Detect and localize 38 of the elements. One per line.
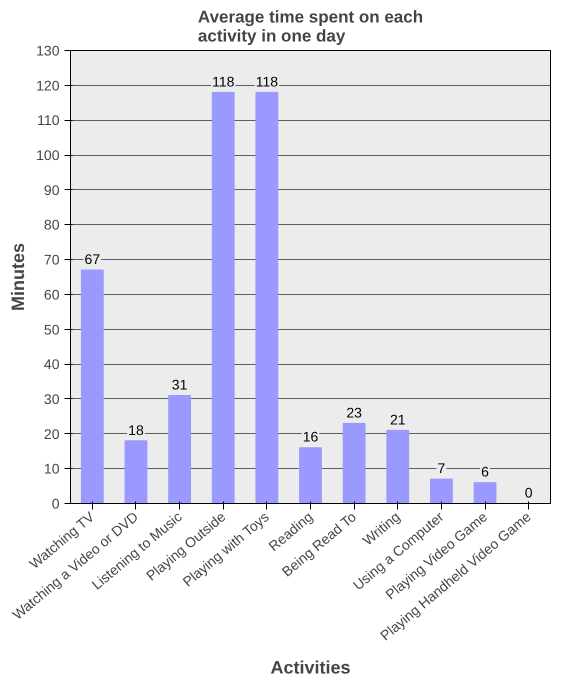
y-tick-label: 20 [44,426,60,442]
y-tick-label: 10 [44,460,60,477]
data-label: 31 [172,376,188,392]
y-tick-label: 110 [37,112,60,128]
data-label: 7 [438,460,446,476]
data-label: 118 [212,73,235,90]
bar [255,92,278,504]
y-tick-label: 90 [44,182,60,198]
y-tick-label: 0 [52,496,60,512]
bar [299,447,322,504]
data-label: 118 [256,73,278,90]
bar [212,92,235,504]
y-tick-label: 60 [44,286,60,302]
y-tick-label: 100 [36,147,60,164]
bar [80,270,104,504]
y-tick-label: 80 [44,216,60,233]
bar [386,430,410,504]
bar [124,440,148,504]
x-axis-title: Activities [270,658,351,678]
bar [168,394,191,504]
data-label: 23 [346,404,362,420]
data-label: 6 [481,464,490,480]
y-tick-label: 70 [44,252,60,268]
bar [430,478,453,504]
y-tick-label: 130 [36,42,60,58]
bar [342,422,366,504]
y-axis-title: Minutes [8,242,28,311]
y-tick-label: 50 [44,321,60,338]
y-tick-label: 30 [44,390,60,407]
data-label: 18 [128,422,144,438]
data-label: 67 [84,251,100,268]
y-tick-label: 120 [36,77,60,94]
chart-title: Average time spent on each activity in one day [198,8,424,46]
data-label: 16 [302,428,318,445]
data-label: 0 [524,484,533,500]
bar [474,482,496,504]
data-label: 21 [390,411,406,428]
y-tick-label: 40 [44,356,60,372]
